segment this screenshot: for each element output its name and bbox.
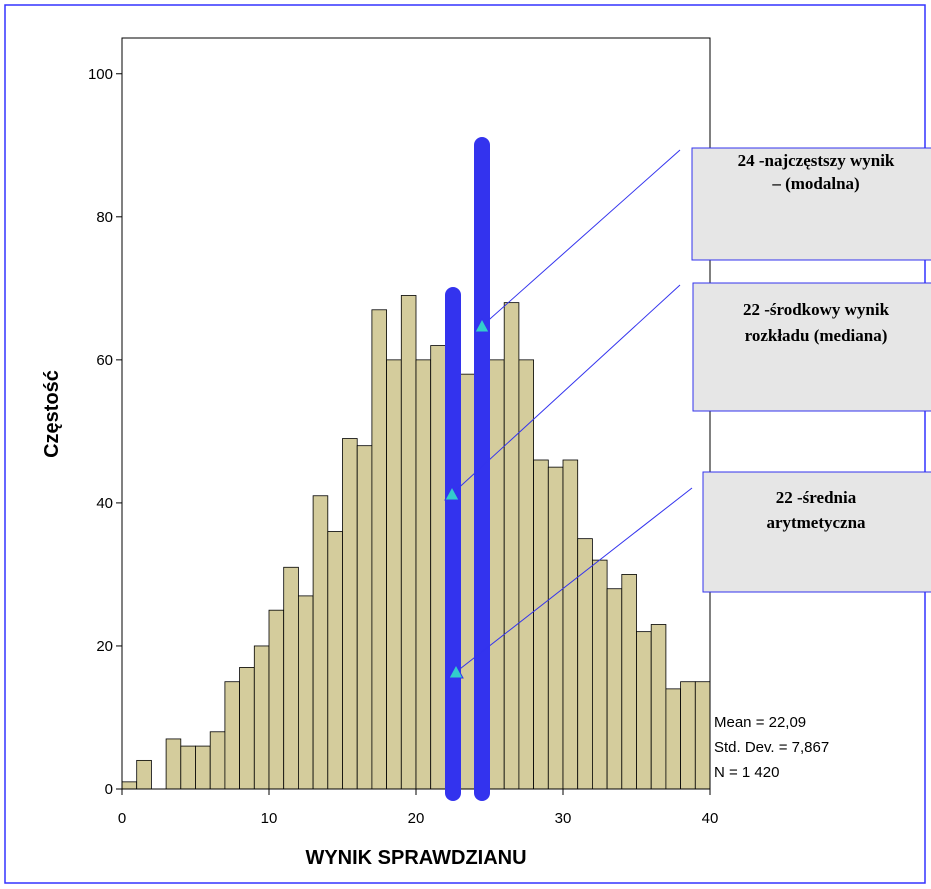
bar — [606, 588, 623, 790]
bar — [239, 667, 255, 790]
bar — [297, 595, 314, 790]
x-tick-label: 40 — [702, 810, 719, 827]
bar — [577, 538, 593, 790]
bar — [547, 466, 564, 790]
bar — [283, 566, 299, 790]
annotation: 22 -średnia — [776, 488, 857, 507]
y-tick-label: 40 — [96, 495, 113, 512]
y-tick-label: 60 — [96, 352, 113, 369]
leader — [451, 284, 681, 495]
x-tick-label: 0 — [118, 810, 126, 827]
bar — [224, 681, 240, 790]
bar — [650, 624, 667, 790]
bar — [680, 681, 696, 790]
stat: Std. Dev. = 7,867 — [714, 739, 829, 756]
annotation: rozkładu (mediana) — [745, 326, 888, 345]
bar — [489, 359, 505, 790]
bar — [415, 359, 432, 790]
bar — [621, 574, 637, 790]
marker — [448, 663, 464, 679]
annotation-box — [692, 282, 931, 412]
annotation: 22 -środkowy wynik — [743, 300, 890, 319]
y-tick-label: 80 — [96, 209, 113, 226]
bar — [209, 731, 226, 790]
bar — [694, 681, 711, 790]
stat: Mean = 22,09 — [714, 714, 806, 731]
bar — [503, 302, 520, 790]
bar — [636, 631, 652, 790]
x-axis-label: WYNIK SPRAWDZIANU — [305, 847, 526, 869]
bar — [533, 459, 549, 790]
bar — [253, 645, 270, 790]
y-tick-label: 0 — [105, 781, 113, 798]
bar — [371, 309, 387, 790]
stat: N = 1 420 — [714, 764, 779, 781]
bar — [459, 373, 476, 790]
annotation: arytmetyczna — [766, 513, 866, 532]
x-tick-label: 10 — [261, 810, 278, 827]
x-tick-label: 20 — [408, 810, 425, 827]
bar — [518, 359, 535, 790]
bar — [136, 759, 152, 790]
y-axis-label: Częstość — [41, 370, 63, 458]
leader — [455, 487, 693, 673]
annotation-box — [691, 147, 931, 261]
bar — [268, 609, 285, 790]
bar — [356, 445, 373, 790]
bar — [180, 745, 196, 790]
bar — [386, 359, 402, 790]
bar — [400, 295, 417, 790]
bar — [562, 459, 579, 790]
annotation: 24 -najczęstszy wynik — [738, 151, 895, 170]
bar — [165, 738, 182, 790]
bar — [430, 345, 446, 790]
x-tick-label: 30 — [555, 810, 572, 827]
bar — [592, 559, 608, 790]
y-tick-label: 100 — [88, 66, 113, 83]
marker — [444, 485, 460, 501]
bar — [312, 495, 329, 790]
marker — [474, 317, 490, 333]
y-tick-label: 20 — [96, 638, 113, 655]
bar — [327, 531, 343, 790]
annotation: – (modalna) — [771, 174, 859, 193]
bar — [665, 688, 682, 790]
bar — [342, 438, 358, 790]
bar — [195, 745, 211, 790]
annotation-box — [702, 471, 931, 593]
bar — [121, 781, 138, 790]
leader — [481, 149, 681, 327]
